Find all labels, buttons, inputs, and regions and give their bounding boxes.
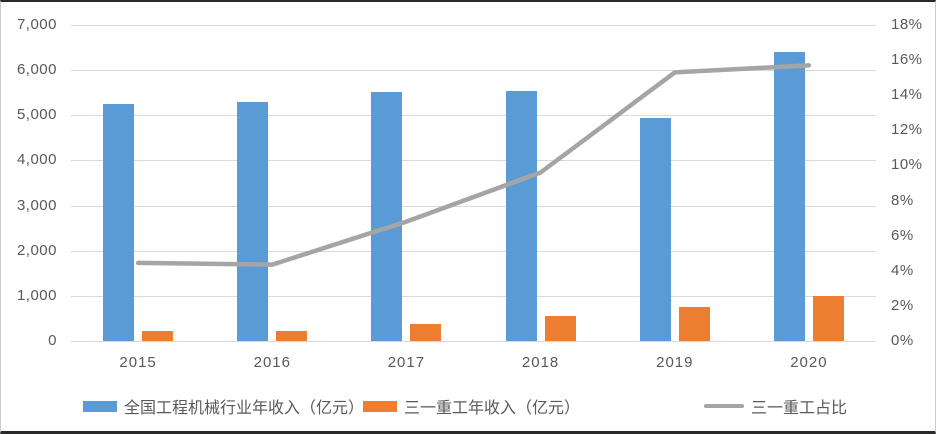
legend-label: 三一重工年收入（亿元） (404, 400, 581, 417)
right-axis-tick-label: 2% (891, 296, 914, 314)
legend-item-sany-revenue: 三一重工年收入（亿元） (363, 394, 580, 418)
bar-industry-revenue-2016 (237, 101, 269, 341)
x-axis-line (71, 341, 876, 342)
gridline (71, 205, 876, 207)
chart-legend: 全国工程机械行业年收入（亿元） 三一重工年收入（亿元） 三一重工占比 (1, 394, 935, 420)
legend-bar-swatch-icon (83, 400, 117, 412)
x-axis-label-2017: 2017 (387, 354, 426, 371)
right-axis-tick-label: 4% (891, 261, 914, 279)
left-axis-tick-label: 0 (48, 332, 57, 349)
right-axis-tick-label: 6% (891, 226, 914, 244)
left-axis-tick-label: 5,000 (16, 106, 57, 124)
x-axis-label-2018: 2018 (521, 354, 560, 371)
legend-item-sany-share: 三一重工占比 (704, 394, 847, 418)
x-axis-label-2015: 2015 (119, 354, 157, 371)
left-axis-tick-label: 1,000 (16, 286, 57, 304)
gridline (71, 25, 876, 26)
left-axis-tick-label: 7,000 (16, 16, 57, 33)
gridline (71, 70, 876, 72)
legend-item-industry-revenue: 全国工程机械行业年收入（亿元） (83, 394, 364, 418)
right-axis-tick-label: 18% (891, 16, 923, 33)
left-axis-tick-label: 6,000 (16, 61, 57, 79)
left-axis-tick-label: 3,000 (16, 196, 57, 214)
x-axis-label-2019: 2019 (656, 354, 694, 371)
right-axis-tick-label: 12% (891, 121, 923, 139)
bar-sany-revenue-2015 (142, 330, 174, 341)
legend-line-swatch-icon (704, 404, 744, 408)
right-axis-tick-label: 10% (891, 156, 923, 174)
bar-sany-revenue-2016 (276, 330, 308, 341)
bar-industry-revenue-2020 (773, 52, 805, 341)
sany-share-line (135, 63, 812, 267)
x-axis-label-2016: 2016 (253, 354, 291, 371)
bar-industry-revenue-2017 (371, 91, 403, 341)
gridline (71, 160, 876, 162)
right-axis-tick-label: 16% (891, 51, 923, 69)
bar-sany-revenue-2018 (544, 315, 576, 341)
bar-industry-revenue-2015 (103, 104, 135, 341)
bar-sany-revenue-2017 (410, 323, 442, 341)
legend-label: 全国工程机械行业年收入（亿元） (124, 400, 365, 417)
left-axis-tick-label: 4,000 (16, 151, 57, 169)
gridline (71, 295, 876, 297)
legend-bar-swatch-icon (363, 400, 397, 412)
x-axis-label-2020: 2020 (790, 354, 828, 371)
bar-sany-revenue-2020 (812, 295, 844, 341)
bar-industry-revenue-2018 (505, 90, 537, 341)
gridline (71, 250, 876, 252)
bar-industry-revenue-2019 (639, 118, 671, 341)
bar-sany-revenue-2019 (678, 306, 710, 341)
gridline (71, 115, 876, 117)
share-line-layer (135, 63, 812, 267)
right-axis-tick-label: 0% (891, 332, 914, 349)
right-axis-tick-label: 8% (891, 191, 914, 209)
legend-label: 三一重工占比 (751, 400, 848, 417)
right-axis-tick-label: 14% (891, 86, 923, 104)
left-axis-tick-label: 2,000 (16, 241, 57, 259)
